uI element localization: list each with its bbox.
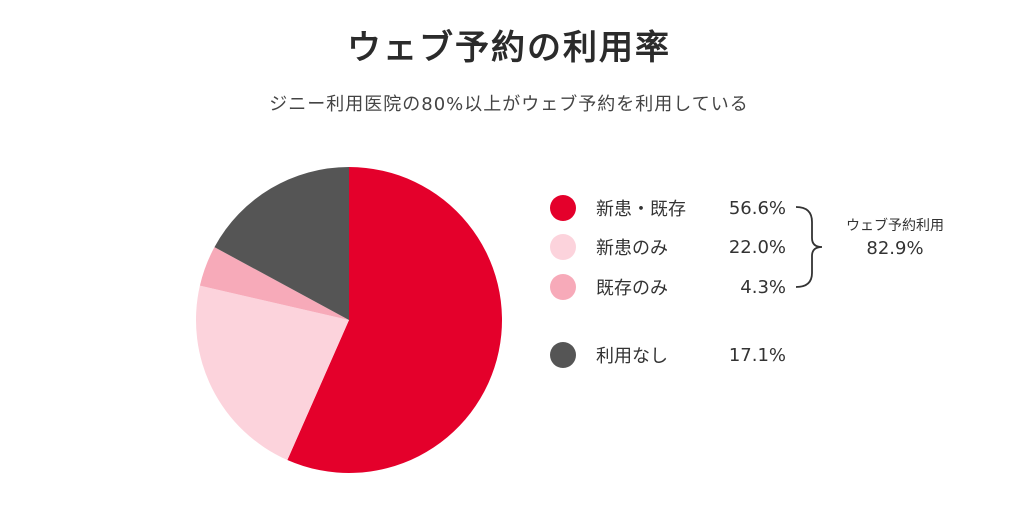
legend-value: 17.1% xyxy=(728,344,786,366)
legend-item-new-and-existing: 新患・既存 56.6% xyxy=(550,193,790,223)
pie-slice-3 xyxy=(214,167,349,320)
legend-label: 既存のみ xyxy=(596,278,668,299)
chart-title: ウェブ予約の利用率 xyxy=(347,28,671,68)
legend-label: 利用なし xyxy=(596,346,668,367)
legend-label: 新患のみ xyxy=(596,238,668,259)
legend-item-not-used: 利用なし 17.1% xyxy=(550,340,790,370)
group-annotation-value: 82.9% xyxy=(866,238,924,259)
legend-swatch xyxy=(550,274,576,300)
pie-slice-1 xyxy=(195,285,349,461)
legend-value: 4.3% xyxy=(740,276,786,298)
pie-slice-0 xyxy=(287,167,503,473)
legend-item-new-only: 新患のみ 22.0% xyxy=(550,232,790,262)
legend-label: 新患・既存 xyxy=(596,199,686,220)
legend-swatch xyxy=(550,195,576,221)
legend-item-existing-only: 既存のみ 4.3% xyxy=(550,272,790,302)
legend-swatch xyxy=(550,342,576,368)
legend-value: 56.6% xyxy=(728,197,786,219)
chart-subtitle: ジニー利用医院の80%以上がウェブ予約を利用している xyxy=(269,94,749,115)
pie-slice-2 xyxy=(199,247,349,320)
pie-slices xyxy=(195,167,503,473)
legend-value: 22.0% xyxy=(728,236,786,258)
group-bracket xyxy=(795,206,823,288)
group-annotation-label: ウェブ予約利用 xyxy=(846,218,944,234)
legend-swatch xyxy=(550,234,576,260)
